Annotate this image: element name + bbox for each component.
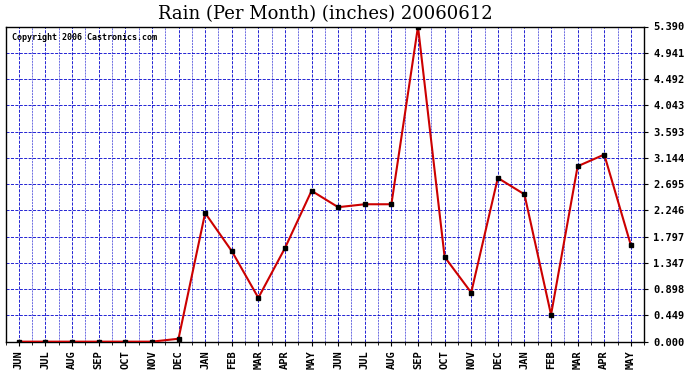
Title: Rain (Per Month) (inches) 20060612: Rain (Per Month) (inches) 20060612	[157, 6, 492, 24]
Text: Copyright 2006 Castronics.com: Copyright 2006 Castronics.com	[12, 33, 157, 42]
